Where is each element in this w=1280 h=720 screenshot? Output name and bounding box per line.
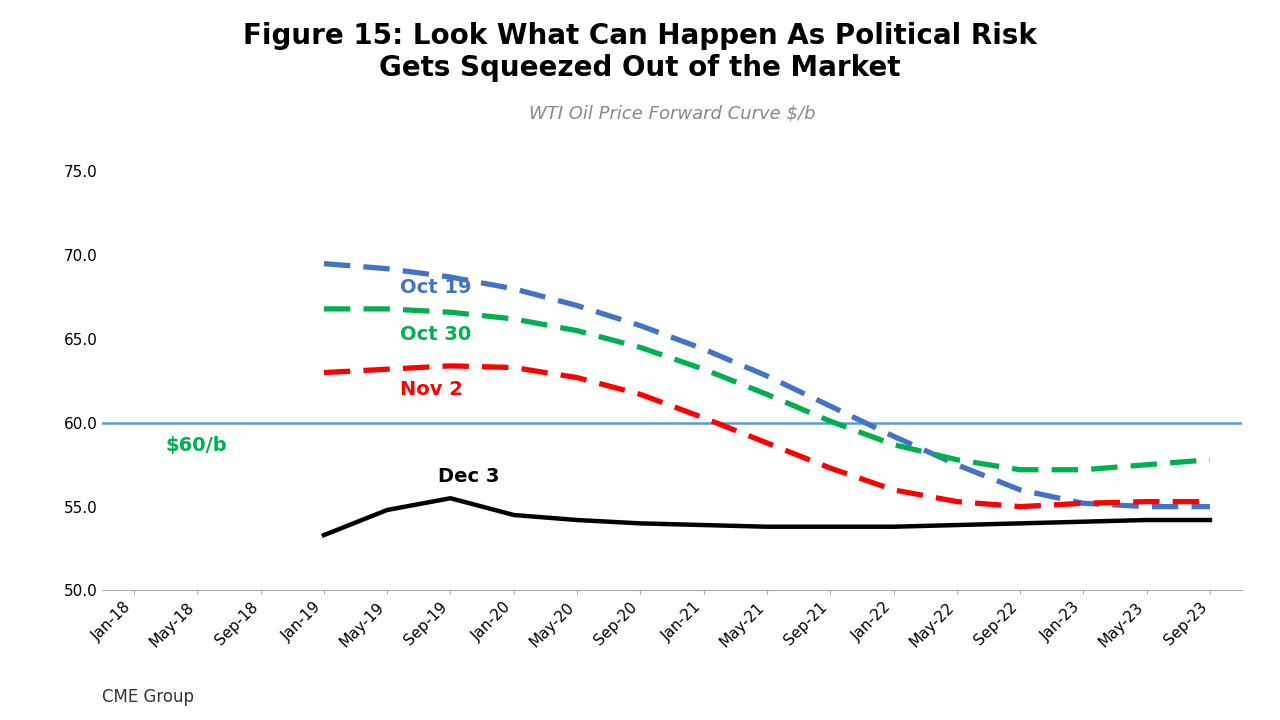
- Text: Oct 19: Oct 19: [399, 278, 471, 297]
- Text: Nov 2: Nov 2: [399, 380, 463, 399]
- Text: Figure 15: Look What Can Happen As Political Risk
Gets Squeezed Out of the Marke: Figure 15: Look What Can Happen As Polit…: [243, 22, 1037, 82]
- Text: Oct 30: Oct 30: [399, 325, 471, 343]
- Text: $60/b: $60/b: [165, 436, 228, 455]
- Title: WTI Oil Price Forward Curve $/b: WTI Oil Price Forward Curve $/b: [529, 104, 815, 122]
- Text: CME Group: CME Group: [102, 688, 195, 706]
- Text: Dec 3: Dec 3: [438, 467, 499, 486]
